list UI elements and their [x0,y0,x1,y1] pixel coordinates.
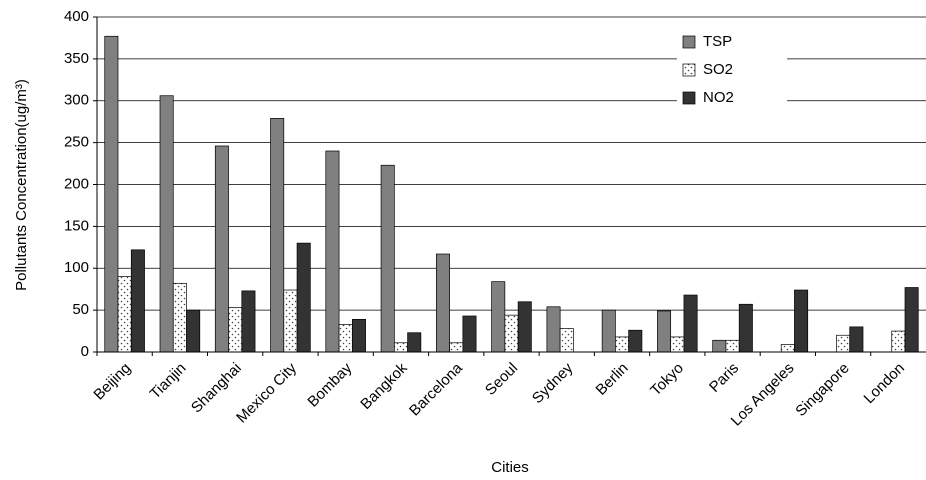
bar [462,315,477,353]
bar [712,339,727,353]
x-tick-label: Paris [706,360,742,396]
bar [615,336,630,353]
bar [117,276,132,353]
y-tick-label: 50 [72,301,89,318]
legend-label: TSP [703,33,732,50]
y-tick-label: 350 [64,50,89,67]
x-tick-label: Bombay [304,359,355,410]
bar [159,95,174,353]
bar [338,324,353,353]
bar [393,342,408,353]
x-tick-label: Tokyo [647,360,687,400]
bar [449,342,464,353]
legend-label: NO2 [703,89,734,106]
x-axis-title: Cities [491,459,529,476]
bar [228,307,243,353]
bar [683,294,698,353]
bar [849,326,864,353]
bar [628,329,643,353]
bar [380,164,395,353]
bar [407,332,422,353]
x-tick-label: Seoul [482,360,521,399]
x-tick-label: Beijing [90,360,134,404]
legend-swatch [682,91,696,105]
x-tick-label: Singapore [792,360,852,420]
y-axis-title: Pollutants Concentration(ug/m³) [13,79,30,291]
bar [725,339,740,353]
x-tick-label: Barcelona [406,359,466,419]
bar [517,301,532,353]
bar [283,289,298,353]
bar [435,253,450,353]
bar [351,318,366,353]
x-tick-label: London [861,360,908,407]
x-tick-label: Tianjin [147,360,190,403]
bar [670,336,685,353]
x-tick-label: Mexico City [233,359,300,426]
bar [657,310,672,353]
legend-swatch [682,63,696,77]
y-tick-label: 200 [64,175,89,192]
x-tick-label: Shanghai [188,360,245,417]
bar [491,281,506,353]
bar [794,289,809,353]
y-tick-label: 250 [64,134,89,151]
x-tick-label: Sydney [529,359,577,407]
legend-swatch [682,35,696,49]
bar [104,35,119,353]
bar [186,309,201,353]
y-tick-label: 400 [64,8,89,25]
bar [270,117,285,353]
bar [504,314,519,353]
y-tick-label: 300 [64,92,89,109]
bar [296,242,311,353]
y-tick-label: 150 [64,217,89,234]
bar [172,282,187,353]
y-tick-label: 100 [64,259,89,276]
bar [738,303,753,353]
bar [241,290,256,353]
y-tick-label: 0 [81,343,89,360]
legend-label: SO2 [703,61,733,78]
bar [904,287,919,353]
bar [891,330,906,353]
bar [836,334,851,353]
bar [130,249,145,353]
bar [325,150,340,353]
bar [559,328,574,353]
x-tick-label: Berlin [593,360,632,399]
bar [601,309,616,353]
bar [214,145,229,353]
bar [546,306,561,353]
bar [780,344,795,353]
x-tick-label: Bangkok [357,359,411,413]
